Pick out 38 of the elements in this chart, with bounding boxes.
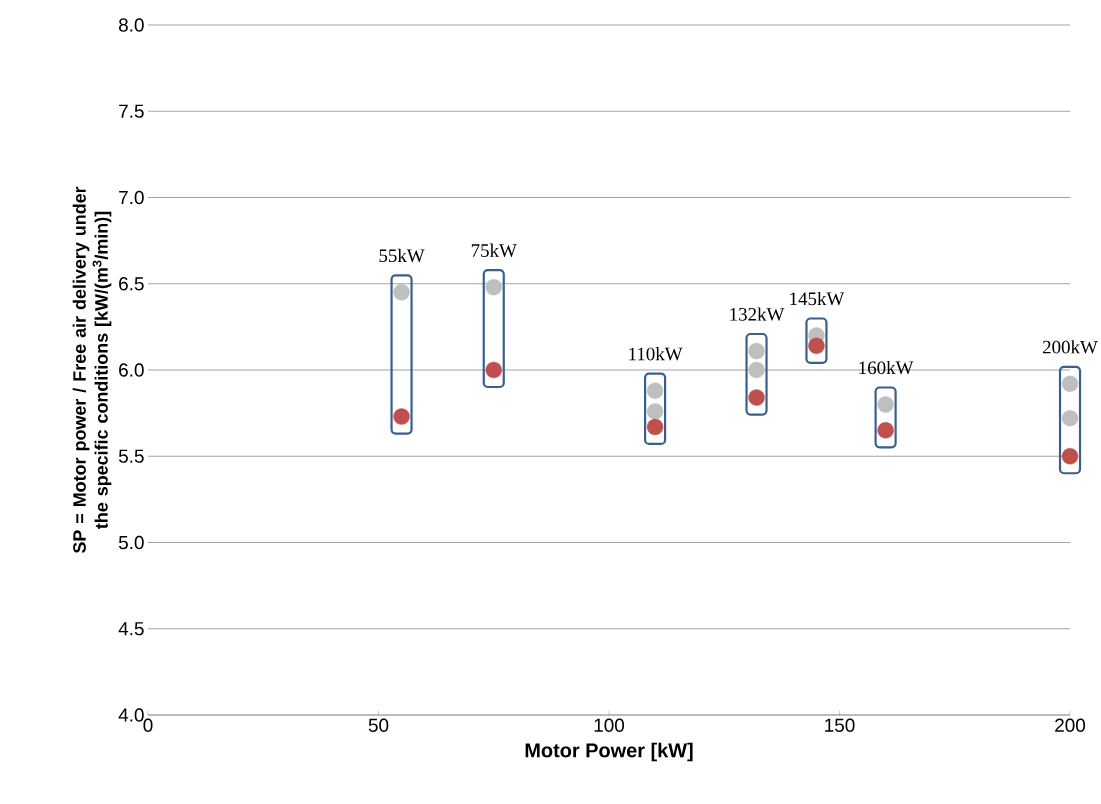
point (748, 342, 765, 360)
annotation: 160kW (859, 360, 914, 375)
point (1061, 410, 1079, 427)
y-tick-label: 7.5 (119, 104, 144, 118)
point (646, 403, 664, 420)
point (393, 408, 410, 425)
point (485, 361, 502, 379)
x-tick-label: 100 (594, 718, 625, 732)
point (485, 279, 502, 296)
x-axis-title: Motor Power [kW] (525, 742, 693, 762)
y-tick-label: 7.0 (119, 190, 144, 205)
y-tick-label: 4.0 (118, 708, 144, 722)
annotation: 132kW (730, 307, 785, 321)
point (1061, 375, 1079, 392)
point (748, 361, 765, 379)
y-axis-title: SP = Motor power / Free air delivery under the specific conditions [kW/(m$^{3}$/min)] (72, 186, 112, 554)
annotation: 75kW (471, 243, 517, 257)
y-tick-label: 8.0 (119, 18, 144, 32)
y-tick-label: 5.0 (118, 535, 144, 550)
x-tick-label: 150 (825, 718, 855, 732)
point (393, 284, 410, 301)
annotation: 110kW (629, 347, 683, 361)
x-tick-label: 200 (1055, 718, 1086, 732)
x-tick-label: 0 (143, 718, 153, 732)
point (877, 422, 894, 439)
annotation: 145kW (790, 291, 845, 306)
y-tick-label: 6.5 (119, 277, 144, 291)
point (646, 418, 664, 436)
annotation: 55kW (379, 248, 425, 263)
y-tick-label: 5.5 (118, 449, 144, 463)
annotation: 200kW (1042, 340, 1098, 354)
y-tick-label: 6.0 (119, 363, 144, 377)
point (748, 389, 765, 406)
x-tick-label: 50 (368, 718, 389, 732)
point (1061, 448, 1079, 465)
y-tick-label: 4.5 (118, 622, 144, 636)
point (646, 382, 664, 399)
point (877, 396, 894, 413)
